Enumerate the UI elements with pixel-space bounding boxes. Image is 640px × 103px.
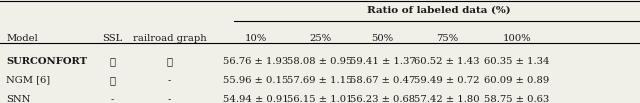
- Text: 60.35 ± 1.34: 60.35 ± 1.34: [484, 57, 550, 66]
- Text: Ratio of labeled data (%): Ratio of labeled data (%): [367, 6, 510, 15]
- Text: 75%: 75%: [436, 34, 458, 43]
- Text: 59.49 ± 0.72: 59.49 ± 0.72: [414, 76, 479, 85]
- Text: 56.76 ± 1.93: 56.76 ± 1.93: [223, 57, 289, 66]
- Text: -: -: [110, 95, 114, 103]
- Text: -: -: [168, 76, 172, 85]
- Text: ✓: ✓: [166, 57, 173, 66]
- Text: 58.67 ± 0.47: 58.67 ± 0.47: [350, 76, 415, 85]
- Text: 10%: 10%: [245, 34, 267, 43]
- Text: 60.52 ± 1.43: 60.52 ± 1.43: [414, 57, 479, 66]
- Text: 54.94 ± 0.91: 54.94 ± 0.91: [223, 95, 289, 103]
- Text: railroad graph: railroad graph: [132, 34, 207, 43]
- Text: NGM [6]: NGM [6]: [6, 76, 51, 85]
- Text: SURCONFORT: SURCONFORT: [6, 57, 88, 66]
- Text: Model: Model: [6, 34, 38, 43]
- Text: ✓: ✓: [109, 76, 115, 85]
- Text: 55.96 ± 0.15: 55.96 ± 0.15: [223, 76, 289, 85]
- Text: 100%: 100%: [503, 34, 531, 43]
- Text: 56.23 ± 0.68: 56.23 ± 0.68: [350, 95, 415, 103]
- Text: ✓: ✓: [109, 57, 115, 66]
- Text: 50%: 50%: [372, 34, 394, 43]
- Text: 56.15 ± 1.01: 56.15 ± 1.01: [287, 95, 353, 103]
- Text: SSL: SSL: [102, 34, 122, 43]
- Text: 59.41 ± 1.37: 59.41 ± 1.37: [350, 57, 415, 66]
- Text: 57.69 ± 1.15: 57.69 ± 1.15: [287, 76, 353, 85]
- Text: SNN: SNN: [6, 95, 31, 103]
- Text: 58.75 ± 0.63: 58.75 ± 0.63: [484, 95, 550, 103]
- Text: 25%: 25%: [309, 34, 331, 43]
- Text: 58.08 ± 0.95: 58.08 ± 0.95: [287, 57, 353, 66]
- Text: 60.09 ± 0.89: 60.09 ± 0.89: [484, 76, 550, 85]
- Text: 57.42 ± 1.80: 57.42 ± 1.80: [414, 95, 479, 103]
- Text: -: -: [168, 95, 172, 103]
